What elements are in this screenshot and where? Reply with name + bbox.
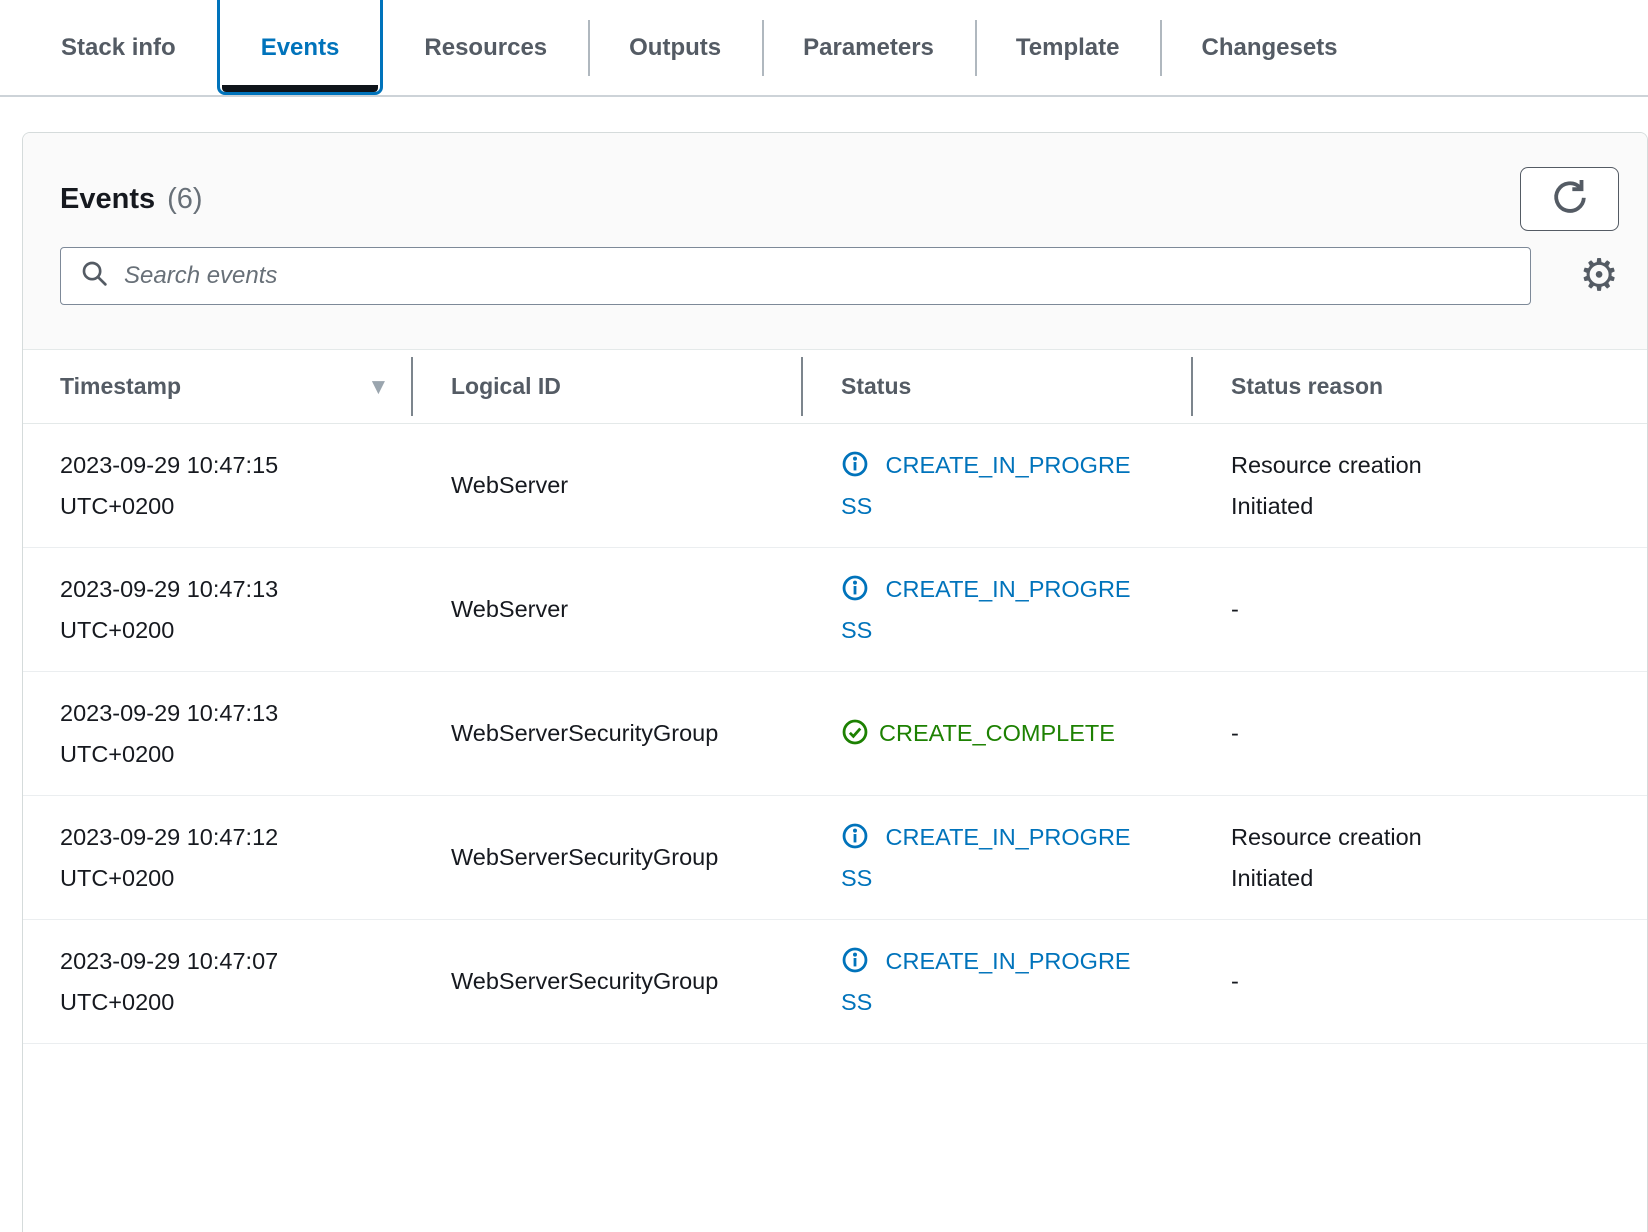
status-value: CREATE_IN_PROGRESS <box>841 941 1146 1023</box>
tab-label: Stack info <box>61 33 176 61</box>
timestamp-value: 2023-09-29 10:47:12 UTC+0200 <box>60 823 279 891</box>
events-count: (6) <box>167 182 203 215</box>
tab-label: Parameters <box>803 33 934 61</box>
events-panel: Events (6) <box>22 132 1648 1232</box>
column-header-label: Timestamp <box>60 373 182 399</box>
status-cell: CREATE_IN_PROGRESS <box>801 424 1191 547</box>
status-text: CREATE_IN_PROGRESS <box>841 451 1131 519</box>
status-reason-cell: - <box>1191 672 1647 795</box>
check-circle-icon <box>841 713 869 754</box>
status-reason-value: - <box>1231 968 1239 994</box>
timestamp-cell: 2023-09-29 10:47:07 UTC+0200 <box>23 920 411 1043</box>
status-cell: CREATE_IN_PROGRESS <box>801 920 1191 1043</box>
info-circle-icon <box>841 569 869 610</box>
search-icon <box>80 259 109 293</box>
status-text: CREATE_COMPLETE <box>879 720 1115 746</box>
logical-id-value: WebServer <box>451 596 569 622</box>
status-reason-cell: Resource creation Initiated <box>1191 424 1647 547</box>
info-circle-icon <box>841 817 869 858</box>
column-header-logical-id: Logical ID <box>411 350 801 423</box>
refresh-button[interactable] <box>1520 167 1619 231</box>
status-value: CREATE_IN_PROGRESS <box>841 569 1146 651</box>
status-reason-value: - <box>1231 720 1239 746</box>
status-reason-cell: - <box>1191 548 1647 671</box>
status-text: CREATE_IN_PROGRESS <box>841 575 1131 643</box>
column-header-status-reason: Status reason <box>1191 350 1647 423</box>
gear-icon: ⚙ <box>1579 250 1619 301</box>
timestamp-cell: 2023-09-29 10:47:13 UTC+0200 <box>23 672 411 795</box>
refresh-icon <box>1550 178 1590 221</box>
table-header-row: Timestamp ▼ Logical ID Status Status rea… <box>23 350 1647 424</box>
status-reason-cell: - <box>1191 920 1647 1043</box>
logical-id-value: WebServerSecurityGroup <box>451 968 719 994</box>
timestamp-value: 2023-09-29 10:47:13 UTC+0200 <box>60 699 279 767</box>
table-row: 2023-09-29 10:47:15 UTC+0200 WebServer C… <box>23 424 1647 548</box>
status-value: CREATE_COMPLETE <box>841 713 1146 754</box>
tab-template[interactable]: Template <box>974 0 1161 95</box>
search-box <box>60 247 1531 305</box>
column-header-label: Status <box>841 373 912 399</box>
logical-id-cell: WebServerSecurityGroup <box>411 672 801 795</box>
info-circle-icon <box>841 941 869 982</box>
logical-id-value: WebServer <box>451 472 569 498</box>
tab-resources[interactable]: Resources <box>383 0 588 95</box>
timestamp-value: 2023-09-29 10:47:15 UTC+0200 <box>60 451 279 519</box>
tab-label: Changesets <box>1201 33 1338 61</box>
table-body: 2023-09-29 10:47:15 UTC+0200 WebServer C… <box>23 424 1647 1044</box>
logical-id-cell: WebServerSecurityGroup <box>411 920 801 1043</box>
logical-id-value: WebServerSecurityGroup <box>451 844 719 870</box>
tab-changesets[interactable]: Changesets <box>1160 0 1378 95</box>
events-panel-header: Events (6) <box>23 133 1647 350</box>
table-row: 2023-09-29 10:47:07 UTC+0200 WebServerSe… <box>23 920 1647 1044</box>
timestamp-cell: 2023-09-29 10:47:12 UTC+0200 <box>23 796 411 919</box>
info-circle-icon <box>841 445 869 486</box>
column-header-label: Logical ID <box>451 373 561 399</box>
status-reason-value: - <box>1231 596 1239 622</box>
timestamp-value: 2023-09-29 10:47:13 UTC+0200 <box>60 575 279 643</box>
status-text: CREATE_IN_PROGRESS <box>841 947 1131 1015</box>
tab-label: Events <box>260 33 340 61</box>
timestamp-cell: 2023-09-29 10:47:13 UTC+0200 <box>23 548 411 671</box>
status-cell: CREATE_IN_PROGRESS <box>801 548 1191 671</box>
column-header-timestamp[interactable]: Timestamp ▼ <box>23 350 411 423</box>
tab-outputs[interactable]: Outputs <box>588 0 762 95</box>
search-input[interactable] <box>124 248 1514 304</box>
events-title: Events <box>60 182 156 215</box>
status-cell: CREATE_IN_PROGRESS <box>801 796 1191 919</box>
logical-id-cell: WebServerSecurityGroup <box>411 796 801 919</box>
status-value: CREATE_IN_PROGRESS <box>841 817 1146 899</box>
logical-id-cell: WebServer <box>411 548 801 671</box>
logical-id-value: WebServerSecurityGroup <box>451 720 719 746</box>
tab-label: Template <box>1015 33 1120 61</box>
tab-events[interactable]: Events <box>216 0 384 95</box>
status-reason-value: Resource creation Initiated <box>1231 451 1422 519</box>
tab-stack-info[interactable]: Stack info <box>20 0 217 95</box>
timestamp-value: 2023-09-29 10:47:07 UTC+0200 <box>60 947 279 1015</box>
preferences-button[interactable]: ⚙ <box>1573 250 1625 302</box>
status-reason-value: Resource creation Initiated <box>1231 823 1422 891</box>
tab-label: Outputs <box>629 33 722 61</box>
sort-descending-icon: ▼ <box>371 376 385 397</box>
table-row: 2023-09-29 10:47:13 UTC+0200 WebServerSe… <box>23 672 1647 796</box>
status-value: CREATE_IN_PROGRESS <box>841 445 1146 527</box>
status-reason-cell: Resource creation Initiated <box>1191 796 1647 919</box>
status-cell: CREATE_COMPLETE <box>801 672 1191 795</box>
timestamp-cell: 2023-09-29 10:47:15 UTC+0200 <box>23 424 411 547</box>
table-row: 2023-09-29 10:47:13 UTC+0200 WebServer C… <box>23 548 1647 672</box>
tab-bar: Stack info Events Resources Outputs Para… <box>0 0 1648 97</box>
status-text: CREATE_IN_PROGRESS <box>841 823 1131 891</box>
tab-parameters[interactable]: Parameters <box>762 0 975 95</box>
logical-id-cell: WebServer <box>411 424 801 547</box>
table-row: 2023-09-29 10:47:12 UTC+0200 WebServerSe… <box>23 796 1647 920</box>
column-header-status: Status <box>801 350 1191 423</box>
tab-label: Resources <box>424 33 548 61</box>
column-header-label: Status reason <box>1231 373 1384 399</box>
panel-title: Events (6) <box>60 183 203 216</box>
